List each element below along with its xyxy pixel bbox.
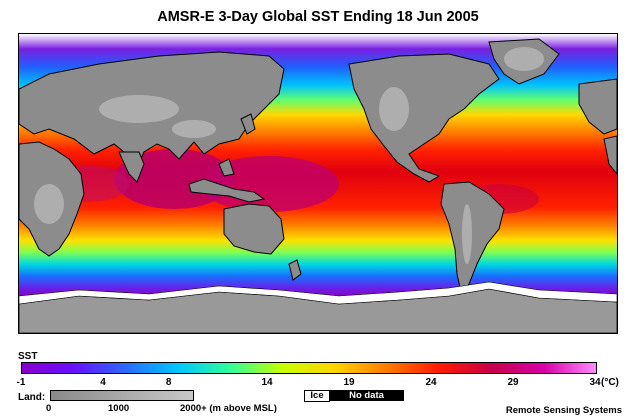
sst-tick-label: 4 [100, 377, 106, 388]
sst-map [18, 33, 618, 334]
sst-tick-label: -1 [16, 377, 26, 388]
sea-ice [19, 281, 617, 305]
land-tick-1000: 1000 [108, 403, 130, 414]
sst-color-scale [21, 362, 597, 374]
land-south-america [440, 181, 505, 298]
land-india [118, 151, 145, 183]
sst-tick-label: 34 [589, 377, 601, 388]
sst-tick-label: 19 [343, 377, 355, 388]
sst-unit-label: (°C) [601, 377, 619, 388]
land-tick-2000: 2000+ (m above MSL) [180, 403, 277, 414]
land-north-america [348, 53, 500, 183]
no-data-legend-swatch: No data [329, 390, 404, 401]
land-legend-label: Land: [18, 392, 46, 403]
land-tick-0: 0 [46, 403, 52, 414]
credit-label: Remote Sensing Systems [505, 405, 622, 416]
map-title: AMSR-E 3-Day Global SST Ending 18 Jun 20… [157, 9, 479, 25]
land-indonesia [188, 178, 266, 203]
sst-tick-label: 14 [261, 377, 273, 388]
sst-legend-label: SST [18, 351, 38, 362]
sst-tick-label: 29 [507, 377, 519, 388]
sst-tick-label: 24 [425, 377, 437, 388]
sst-map-image [19, 34, 617, 333]
ice-legend-swatch: Ice [304, 390, 330, 402]
land-australia [223, 203, 285, 255]
land-elevation-scale [50, 390, 194, 401]
sst-tick-label: 8 [165, 377, 172, 388]
